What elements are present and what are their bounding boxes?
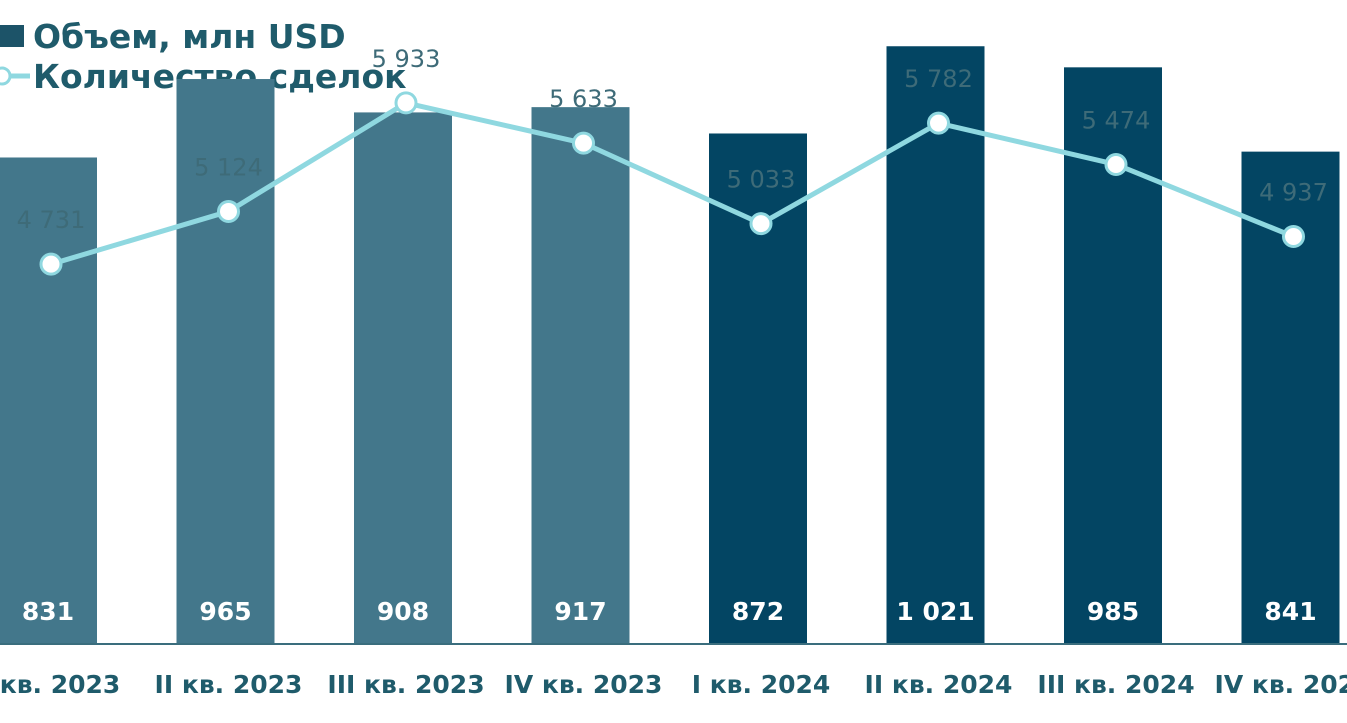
deals-value-label: 5 033 — [727, 166, 796, 194]
x-tick-label: I кв. 2024 — [692, 670, 831, 699]
legend-volume-marker — [0, 25, 24, 47]
bars — [0, 46, 1340, 644]
deals-value-label: 5 933 — [372, 45, 441, 73]
x-tick-label: I кв. 2023 — [0, 670, 120, 699]
bar-value-label: 917 — [554, 597, 606, 626]
deals-value-label: 4 731 — [17, 206, 86, 234]
deals-point-1 — [39, 252, 63, 276]
bar-5 — [709, 133, 807, 644]
point-labels: 4 731 5 124 5 933 5 633 5 033 5 782 5 474 4 937 — [17, 45, 1328, 234]
deals-line — [48, 100, 1296, 267]
bar-3 — [354, 112, 452, 644]
x-tick-label: III кв. 2024 — [1037, 670, 1194, 699]
deals-point-3 — [394, 91, 418, 115]
bar-2 — [176, 79, 275, 644]
deals-value-label: 4 937 — [1259, 179, 1328, 207]
deals-value-label: 5 633 — [549, 85, 618, 113]
bar-6 — [886, 46, 985, 644]
bar-value-label: 841 — [1264, 597, 1316, 626]
x-tick-label: IV кв. 2023 — [505, 670, 663, 699]
deals-point-6 — [927, 111, 950, 135]
deals-point-7 — [1104, 152, 1128, 176]
deals-value-label: 5 124 — [194, 153, 263, 181]
bar-4 — [531, 107, 630, 644]
x-tick-label: II кв. 2024 — [865, 670, 1013, 699]
bar-labels: 831 965 908 917 872 1 021 985 841 — [22, 597, 1317, 626]
legend-deals-marker — [0, 66, 12, 86]
x-axis-ticks: I кв. 2023 II кв. 2023 III кв. 2023 IV кв. … — [0, 670, 1347, 699]
deals-point-4 — [572, 131, 595, 155]
bar-value-label: 985 — [1087, 597, 1139, 626]
bar-value-label: 872 — [732, 597, 784, 626]
deals-point-8 — [1282, 225, 1305, 249]
x-tick-label: IV кв. 2024 — [1215, 670, 1347, 699]
bar-value-label: 965 — [199, 597, 251, 626]
x-tick-label: III кв. 2023 — [327, 670, 484, 699]
deals-value-label: 5 474 — [1082, 106, 1151, 134]
deals-value-label: 5 782 — [904, 65, 973, 93]
deals-point-2 — [217, 199, 240, 223]
bar-value-label: 831 — [22, 597, 74, 626]
deals-line-series — [39, 91, 1305, 276]
legend-volume-label: Объем, млн USD — [33, 17, 346, 56]
bar-value-label: 1 021 — [896, 597, 974, 626]
x-tick-label: II кв. 2023 — [155, 670, 303, 699]
bar-value-label: 908 — [377, 597, 429, 626]
deals-point-5 — [749, 212, 773, 236]
bar-1 — [0, 157, 97, 644]
